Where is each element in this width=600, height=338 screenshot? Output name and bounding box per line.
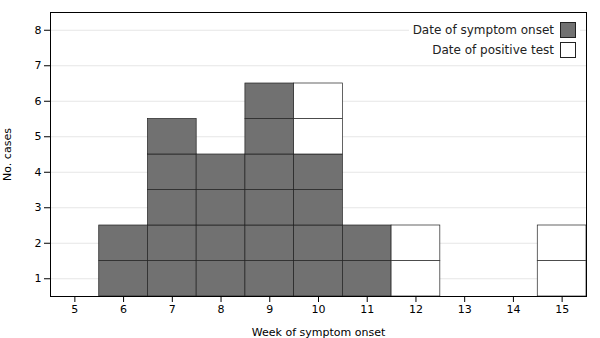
svg-text:2: 2 [35,237,42,250]
svg-text:8: 8 [35,24,42,37]
svg-text:No. cases: No. cases [1,128,14,181]
svg-text:5: 5 [71,303,78,316]
svg-text:1: 1 [35,272,42,285]
svg-text:Week of symptom onset: Week of symptom onset [252,326,386,338]
svg-text:13: 13 [458,303,472,316]
svg-text:15: 15 [555,303,569,316]
svg-text:7: 7 [169,303,176,316]
svg-text:12: 12 [409,303,423,316]
svg-text:3: 3 [35,201,42,214]
svg-text:9: 9 [266,303,273,316]
svg-text:14: 14 [506,303,520,316]
svg-text:8: 8 [218,303,225,316]
svg-text:11: 11 [360,303,374,316]
svg-text:4: 4 [35,166,42,179]
html-text:Date of positive test: Date of positive test [432,43,554,57]
svg-text:7: 7 [35,59,42,72]
svg-text:10: 10 [312,303,326,316]
svg-text:6: 6 [120,303,127,316]
svg-text:6: 6 [35,95,42,108]
html-text:Date of symptom onset: Date of symptom onset [412,23,554,37]
svg-text:5: 5 [35,130,42,143]
